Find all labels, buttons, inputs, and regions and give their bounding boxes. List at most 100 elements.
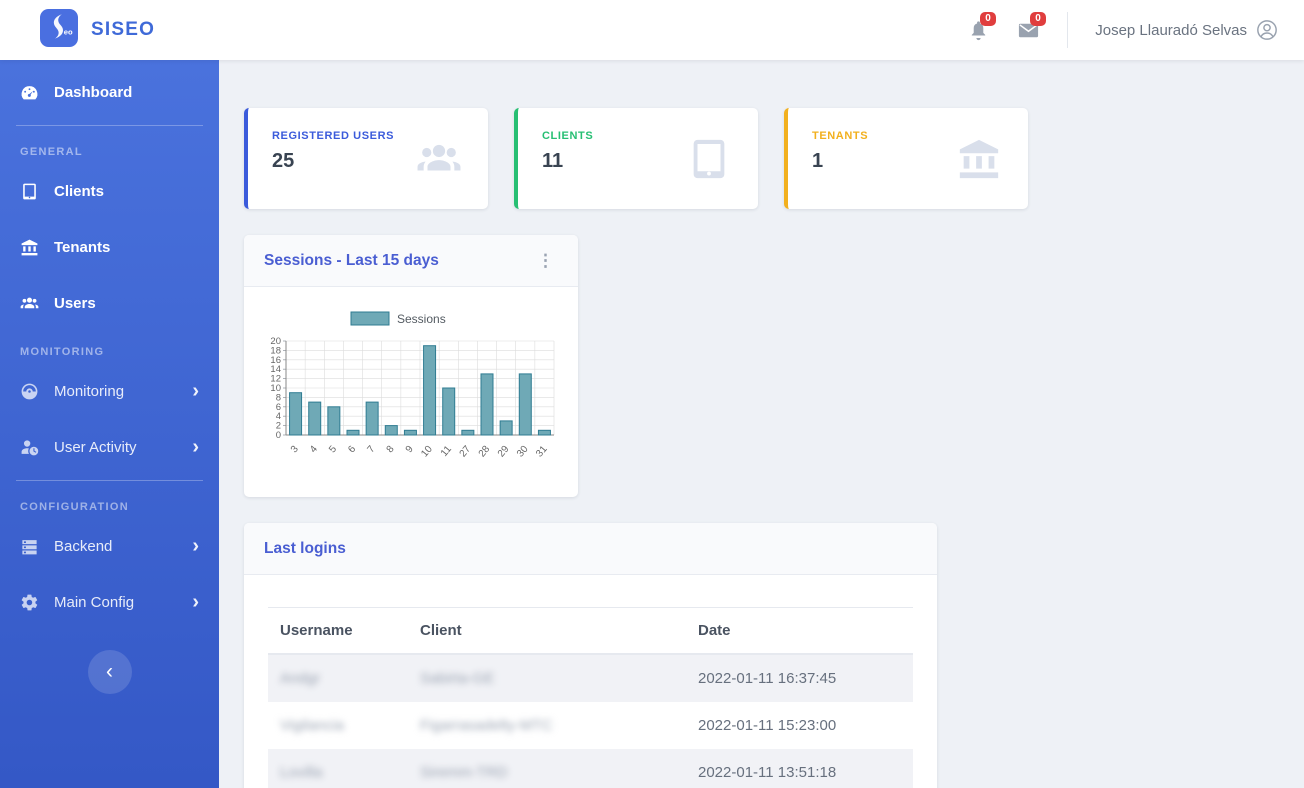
- sidebar-collapse-button[interactable]: ‹: [87, 650, 132, 694]
- svg-text:12: 12: [270, 374, 281, 385]
- last-logins-header: Last logins: [244, 523, 937, 575]
- users-icon: [20, 294, 39, 313]
- chevron-right-icon: ›: [192, 436, 199, 458]
- svg-text:2: 2: [276, 421, 281, 432]
- sidebar-item-label: Users: [54, 294, 96, 312]
- stat-cards-row: REGISTERED USERS 25 CLIENTS 11 TENANTS 1: [244, 108, 1304, 209]
- sidebar: Dashboard GENERAL Clients Tenants Users …: [0, 60, 219, 788]
- app-logo-icon: eo: [40, 8, 78, 52]
- messages-button[interactable]: 0: [1017, 11, 1046, 42]
- svg-text:18: 18: [270, 345, 281, 356]
- svg-text:8: 8: [385, 444, 397, 456]
- sessions-panel: Sessions - Last 15 days ⋮ Sessions 0 2 4 6 8 1…: [244, 235, 578, 497]
- svg-text:29: 29: [496, 444, 512, 460]
- header-actions: 0 0 Josep Llauradó Selvas: [967, 11, 1304, 48]
- svg-text:6: 6: [346, 444, 358, 456]
- last-logins-body: Username Client Date Andgr Sabirta-GE 2022…: [244, 575, 937, 788]
- bell-icon: [967, 19, 990, 42]
- sidebar-item-user-activity[interactable]: User Activity ›: [0, 419, 219, 475]
- sidebar-item-users[interactable]: Users: [0, 275, 219, 331]
- cell-date: 2022-01-11 15:23:00: [698, 717, 837, 734]
- svg-text:4: 4: [308, 444, 320, 456]
- sidebar-item-monitoring[interactable]: Monitoring ›: [0, 363, 219, 419]
- stat-value: 25: [272, 150, 295, 172]
- last-logins-title: Last logins: [264, 539, 346, 557]
- stat-label: REGISTERED USERS: [272, 130, 395, 142]
- column-header-date: Date: [686, 607, 913, 655]
- sidebar-item-label: Backend: [54, 537, 113, 555]
- last-logins-tbody: Andgr Sabirta-GE 2022-01-11 16:37:45 Vigila…: [268, 654, 913, 788]
- svg-text:Sessions: Sessions: [397, 312, 446, 326]
- sidebar-heading-monitoring: MONITORING: [20, 346, 105, 358]
- sidebar-item-tenants[interactable]: Tenants: [0, 219, 219, 275]
- svg-text:27: 27: [458, 444, 474, 460]
- sessions-chart-body: Sessions 0 2 4 6 8 10 12 14 16 18 20 3 4 5 6 7 8 9 10 11 27 28…: [244, 287, 578, 497]
- cell-client: Figarrasadelty-MTC: [420, 717, 553, 734]
- svg-text:30: 30: [515, 444, 531, 460]
- envelope-icon: [1017, 19, 1040, 42]
- gauge-icon: [20, 83, 39, 102]
- svg-text:0: 0: [276, 430, 281, 441]
- messages-badge: 0: [1030, 11, 1046, 26]
- brand[interactable]: eo SISEO: [0, 8, 262, 52]
- stat-card-tenants: TENANTS 1: [784, 108, 1028, 209]
- svg-text:3: 3: [289, 444, 301, 456]
- stat-value: 11: [542, 150, 564, 172]
- brand-name: SISEO: [91, 19, 156, 40]
- table-row: Andgr Sabirta-GE 2022-01-11 16:37:45: [268, 654, 913, 702]
- stat-label: CLIENTS: [542, 130, 594, 142]
- user-name: Josep Llauradó Selvas: [1095, 21, 1247, 39]
- top-header: eo SISEO 0 0 Josep Llauradó Selvas: [0, 0, 1304, 60]
- chevron-right-icon: ›: [192, 591, 199, 613]
- bank-icon: [956, 136, 1002, 182]
- svg-text:5: 5: [327, 444, 339, 456]
- chevron-right-icon: ›: [192, 535, 199, 557]
- stat-value: 1: [812, 150, 824, 172]
- tablet-icon: [20, 182, 39, 201]
- sidebar-item-main-config[interactable]: Main Config ›: [0, 574, 219, 630]
- cell-date: 2022-01-11 13:51:18: [698, 764, 837, 781]
- sidebar-item-backend[interactable]: Backend ›: [0, 518, 219, 574]
- chevron-left-icon: ‹: [106, 660, 113, 683]
- header-divider: [1067, 12, 1069, 48]
- bank-icon: [20, 238, 39, 257]
- users-icon: [416, 136, 462, 182]
- stat-card-clients: CLIENTS 11: [514, 108, 758, 209]
- sidebar-heading-general: GENERAL: [20, 146, 83, 158]
- cell-client: Siremm-TRD: [420, 764, 508, 781]
- cell-client: Sabirta-GE: [420, 670, 495, 687]
- last-logins-table: Username Client Date Andgr Sabirta-GE 2022…: [268, 607, 913, 788]
- svg-text:7: 7: [365, 444, 377, 456]
- more-options-icon[interactable]: ⋮: [537, 250, 554, 270]
- svg-text:16: 16: [270, 355, 281, 366]
- notifications-badge: 0: [980, 11, 996, 26]
- svg-text:20: 20: [270, 336, 281, 347]
- svg-text:10: 10: [419, 444, 435, 460]
- sidebar-item-label: User Activity: [54, 438, 137, 456]
- svg-text:4: 4: [276, 411, 281, 422]
- notifications-button[interactable]: 0: [967, 11, 996, 42]
- sidebar-item-clients[interactable]: Clients: [0, 163, 219, 219]
- svg-text:8: 8: [276, 392, 281, 403]
- sidebar-item-dashboard[interactable]: Dashboard: [0, 64, 219, 120]
- cell-username: Andgr: [280, 670, 321, 687]
- user-menu[interactable]: Josep Llauradó Selvas: [1095, 19, 1278, 41]
- svg-text:6: 6: [276, 402, 281, 413]
- cell-username: Vigilancia: [280, 717, 344, 734]
- avatar-icon: [1256, 19, 1278, 41]
- tablet-icon: [686, 136, 732, 182]
- sidebar-divider: [16, 480, 203, 481]
- stat-label: TENANTS: [812, 130, 869, 142]
- svg-text:9: 9: [404, 444, 416, 456]
- svg-text:11: 11: [439, 444, 454, 459]
- sidebar-item-label: Clients: [54, 182, 105, 200]
- table-header-row: Username Client Date: [268, 607, 913, 655]
- sidebar-item-label: Tenants: [54, 238, 111, 256]
- column-header-client: Client: [408, 607, 686, 655]
- svg-text:28: 28: [477, 444, 493, 460]
- svg-text:eo: eo: [64, 27, 73, 36]
- sessions-panel-header: Sessions - Last 15 days ⋮: [244, 235, 578, 287]
- sessions-panel-title: Sessions - Last 15 days: [264, 251, 439, 269]
- cell-date: 2022-01-11 16:37:45: [698, 670, 837, 687]
